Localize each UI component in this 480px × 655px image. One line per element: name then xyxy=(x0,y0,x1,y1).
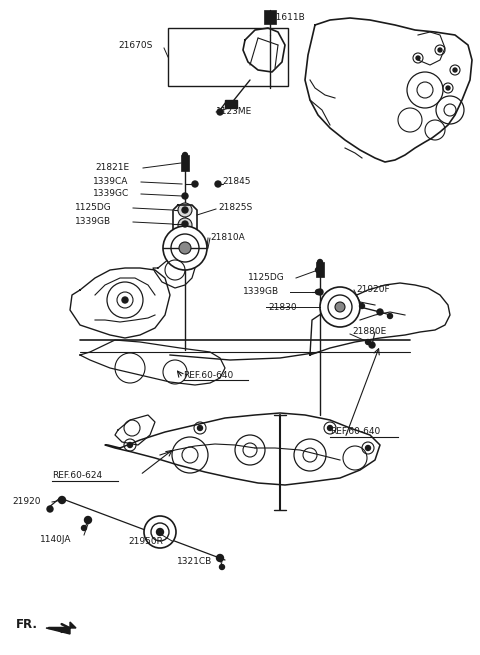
Circle shape xyxy=(156,529,164,536)
Circle shape xyxy=(317,289,323,295)
Text: FR.: FR. xyxy=(16,618,38,631)
Text: 21920: 21920 xyxy=(12,498,40,506)
Circle shape xyxy=(327,426,333,430)
Text: 1339GC: 1339GC xyxy=(93,189,129,198)
Text: 21821E: 21821E xyxy=(95,164,129,172)
Circle shape xyxy=(335,302,345,312)
FancyBboxPatch shape xyxy=(225,100,237,108)
Bar xyxy=(168,28,288,86)
Circle shape xyxy=(192,181,198,187)
Text: 1125DG: 1125DG xyxy=(75,204,112,212)
Circle shape xyxy=(320,287,360,327)
Text: 1123ME: 1123ME xyxy=(216,107,252,117)
Circle shape xyxy=(377,309,383,315)
Circle shape xyxy=(365,339,371,345)
Circle shape xyxy=(182,221,188,227)
Text: 1339CA: 1339CA xyxy=(93,178,128,187)
Text: 21670S: 21670S xyxy=(118,41,152,50)
Circle shape xyxy=(182,153,188,157)
Text: REF.60-640: REF.60-640 xyxy=(330,428,380,436)
Polygon shape xyxy=(46,622,76,634)
Circle shape xyxy=(128,443,132,447)
Circle shape xyxy=(317,259,323,265)
Text: 21845: 21845 xyxy=(222,178,251,187)
Circle shape xyxy=(178,218,192,232)
Text: 1321CB: 1321CB xyxy=(177,557,212,567)
Circle shape xyxy=(82,525,86,531)
Circle shape xyxy=(216,555,224,561)
Bar xyxy=(264,10,276,24)
Circle shape xyxy=(47,506,53,512)
Circle shape xyxy=(453,68,457,72)
Circle shape xyxy=(215,181,221,187)
Text: 1125DG: 1125DG xyxy=(248,274,285,282)
Text: 21950R: 21950R xyxy=(128,536,163,546)
Text: 1140JA: 1140JA xyxy=(40,536,72,544)
Text: REF.60-624: REF.60-624 xyxy=(52,472,102,481)
Text: 21830: 21830 xyxy=(268,303,297,312)
Circle shape xyxy=(315,290,321,295)
Circle shape xyxy=(59,496,65,504)
Circle shape xyxy=(182,207,188,213)
Circle shape xyxy=(438,48,442,52)
Text: 21825S: 21825S xyxy=(218,204,252,212)
Text: 21611B: 21611B xyxy=(270,14,305,22)
Circle shape xyxy=(365,445,371,451)
Circle shape xyxy=(144,516,176,548)
Circle shape xyxy=(122,297,128,303)
Text: REF.60-640: REF.60-640 xyxy=(183,371,233,379)
Circle shape xyxy=(178,203,192,217)
Circle shape xyxy=(219,565,225,569)
Circle shape xyxy=(315,267,321,272)
Circle shape xyxy=(197,426,203,430)
Circle shape xyxy=(446,86,450,90)
Text: 21920F: 21920F xyxy=(356,286,390,295)
Circle shape xyxy=(217,109,223,115)
Circle shape xyxy=(84,517,92,523)
Text: 1339GB: 1339GB xyxy=(243,288,279,297)
Circle shape xyxy=(369,342,375,348)
Bar xyxy=(181,155,189,171)
Text: 21810A: 21810A xyxy=(210,233,245,242)
Bar xyxy=(316,262,324,277)
Circle shape xyxy=(179,242,191,254)
Circle shape xyxy=(163,226,207,270)
Circle shape xyxy=(416,56,420,60)
Circle shape xyxy=(360,303,364,309)
Text: 1339GB: 1339GB xyxy=(75,217,111,227)
Circle shape xyxy=(182,193,188,199)
Circle shape xyxy=(387,314,393,318)
Text: 21880E: 21880E xyxy=(352,328,386,337)
